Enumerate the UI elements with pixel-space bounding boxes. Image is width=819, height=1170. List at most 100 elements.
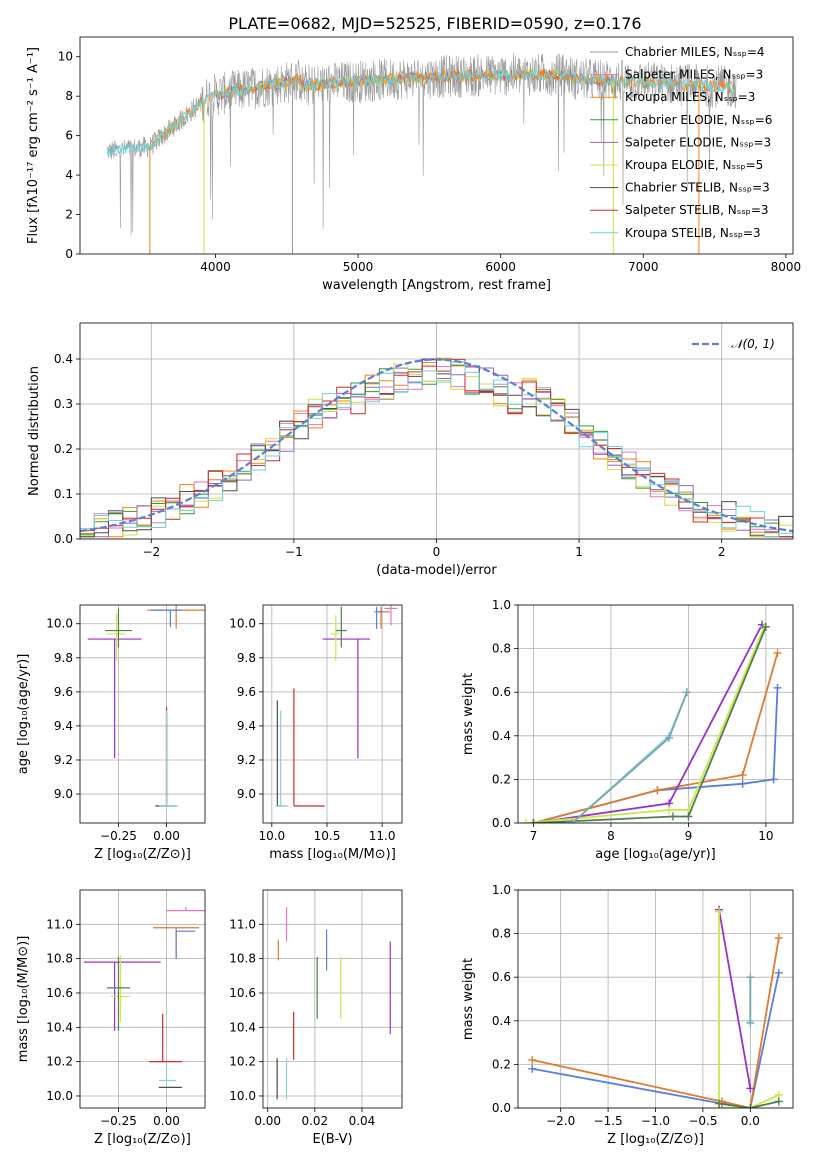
y-tick-label: 1.0 — [492, 883, 511, 897]
chart-age-vs-mass: 10.0 10.5 11.0 9.0 9.2 9.4 9.6 9.8 10.0 mass [log… — [229, 604, 403, 862]
y-tick-label: 11.0 — [46, 917, 73, 931]
y-tick-label: 6 — [65, 129, 73, 143]
legend-label: Chabrier MILES, Nₛₛₚ=4 — [625, 45, 765, 59]
legend-label: Kroupa MILES, Nₛₛₚ=3 — [625, 90, 755, 104]
y-axis-label: mass [log₁₀(M/M⊙)] — [16, 936, 31, 1063]
y-tick-label: 0.4 — [54, 352, 73, 366]
y-tick-label: 10.0 — [46, 617, 73, 631]
y-tick-label: 10.2 — [46, 1055, 73, 1069]
plot-area-mass-vs-Z — [83, 907, 205, 1089]
y-tick-label: 10.8 — [46, 952, 73, 966]
weight-line — [525, 626, 766, 823]
y-tick-label: 0.0 — [492, 816, 511, 830]
gaussian-curve — [80, 358, 793, 533]
y-tick-label: 10.6 — [46, 986, 73, 1000]
x-axis-label: Z [log₁₀(Z/Z⊙)] — [607, 1132, 704, 1147]
chart-mass-vs-Z: −0.25 0.00 10.0 10.2 10.4 10.6 10.8 11.0 Z [log₁… — [16, 889, 206, 1147]
x-tick-label: 4000 — [200, 260, 231, 274]
legend-label: Salpeter MILES, Nₛₛₚ=3 — [625, 68, 763, 82]
y-tick-label: 10.8 — [229, 952, 256, 966]
x-tick-label: 11.0 — [369, 829, 396, 843]
x-tick-label: −1.0 — [641, 1114, 670, 1128]
chart-spectrum: 4000 5000 6000 7000 8000 0 2 4 6 8 10 wavelength [A… — [26, 36, 802, 293]
x-tick-label: −0.5 — [688, 1114, 717, 1128]
legend-label: 𝒩(0, 1) — [731, 337, 775, 351]
legend-label: Salpeter ELODIE, Nₛₛₚ=3 — [625, 135, 771, 149]
x-tick-label: −2 — [142, 545, 160, 559]
spectrum-model-line — [106, 68, 737, 157]
x-tick-label: 8000 — [771, 260, 802, 274]
histogram-step — [80, 361, 793, 539]
y-tick-label: 4 — [65, 168, 73, 182]
x-tick-label: 0.00 — [254, 1114, 281, 1128]
y-tick-label: 9.2 — [237, 753, 256, 767]
y-tick-label: 10.0 — [229, 617, 256, 631]
figure-title: PLATE=0682, MJD=52525, FIBERID=0590, z=0… — [228, 14, 641, 33]
weight-line — [718, 1100, 780, 1108]
weight-line — [532, 937, 780, 1108]
y-tick-label: 9.2 — [54, 753, 73, 767]
y-tick-label: 0.3 — [54, 397, 73, 411]
y-tick-label: 0 — [65, 247, 73, 261]
x-tick-label: 8 — [607, 829, 615, 843]
weight-line — [718, 909, 752, 1089]
axes-frame — [79, 604, 206, 824]
x-tick-label: 10.5 — [314, 829, 341, 843]
x-tick-label: −1 — [285, 545, 303, 559]
y-tick-label: 10 — [58, 50, 73, 64]
legend-label: Salpeter STELIB, Nₛₛₚ=3 — [625, 203, 769, 217]
y-axis-label: Flux [fλ10⁻¹⁷ erg cm⁻² s⁻¹ A⁻¹] — [26, 47, 41, 244]
axes-frame — [79, 889, 206, 1109]
x-tick-label: 7 — [530, 829, 538, 843]
y-tick-label: 0.0 — [492, 1101, 511, 1115]
y-tick-label: 9.0 — [237, 787, 256, 801]
y-tick-label: 10.4 — [229, 1020, 256, 1034]
y-tick-label: 10.6 — [229, 986, 256, 1000]
x-tick-label: −0.25 — [100, 829, 137, 843]
x-tick-label: 0.02 — [301, 1114, 328, 1128]
y-tick-label: 0.4 — [492, 1014, 511, 1028]
y-tick-label: 0.0 — [54, 532, 73, 546]
x-tick-label: 0.00 — [153, 829, 180, 843]
plot-area-age-vs-Z — [87, 605, 205, 807]
weight-line — [533, 626, 767, 823]
x-axis-label: E(B-V) — [312, 1132, 352, 1147]
y-axis-label: mass weight — [461, 958, 476, 1040]
x-tick-label: 0.04 — [349, 1114, 376, 1128]
axes-frame — [262, 604, 403, 824]
x-tick-label: 6000 — [485, 260, 516, 274]
x-tick-label: 10 — [758, 829, 773, 843]
x-tick-label: −0.25 — [100, 1114, 137, 1128]
y-tick-label: 0.2 — [54, 442, 73, 456]
plot-area-weight-vs-Z — [528, 905, 783, 1108]
y-tick-label: 0.6 — [492, 685, 511, 699]
y-tick-label: 8 — [65, 89, 73, 103]
y-tick-label: 9.4 — [237, 719, 256, 733]
x-tick-label: 0.0 — [741, 1114, 760, 1128]
axes-frame — [79, 36, 794, 255]
x-axis-label: (data-model)/error — [376, 563, 497, 578]
plot-area-mass-vs-EBV — [276, 907, 391, 1100]
x-axis-label: age [log₁₀(age/yr)] — [595, 847, 716, 862]
x-tick-label: 0.00 — [153, 1114, 180, 1128]
y-tick-label: 10.0 — [229, 1089, 256, 1103]
histogram-step — [80, 358, 793, 539]
legend-label: Kroupa STELIB, Nₛₛₚ=3 — [625, 226, 761, 240]
weight-line — [533, 652, 779, 823]
y-tick-label: 10.0 — [46, 1089, 73, 1103]
x-tick-label: 10.0 — [258, 829, 285, 843]
y-tick-label: 1.0 — [492, 598, 511, 612]
x-tick-label: 7000 — [628, 260, 659, 274]
y-axis-label: mass weight — [461, 673, 476, 755]
x-axis-label: Z [log₁₀(Z/Z⊙)] — [94, 847, 191, 862]
y-tick-label: 0.8 — [492, 927, 511, 941]
weight-line — [533, 687, 779, 823]
chart-weight-vs-age: 7 8 9 10 0.0 0.2 0.4 0.6 0.8 1.0 age [log₁₀(age/yr… — [461, 598, 794, 862]
axes-frame — [517, 889, 794, 1109]
weight-line — [718, 911, 780, 1108]
x-axis-label: wavelength [Angstrom, rest frame] — [322, 278, 551, 293]
plot-area-residuals — [80, 357, 793, 539]
y-tick-label: 0.2 — [492, 772, 511, 786]
x-tick-label: 0 — [433, 545, 441, 559]
